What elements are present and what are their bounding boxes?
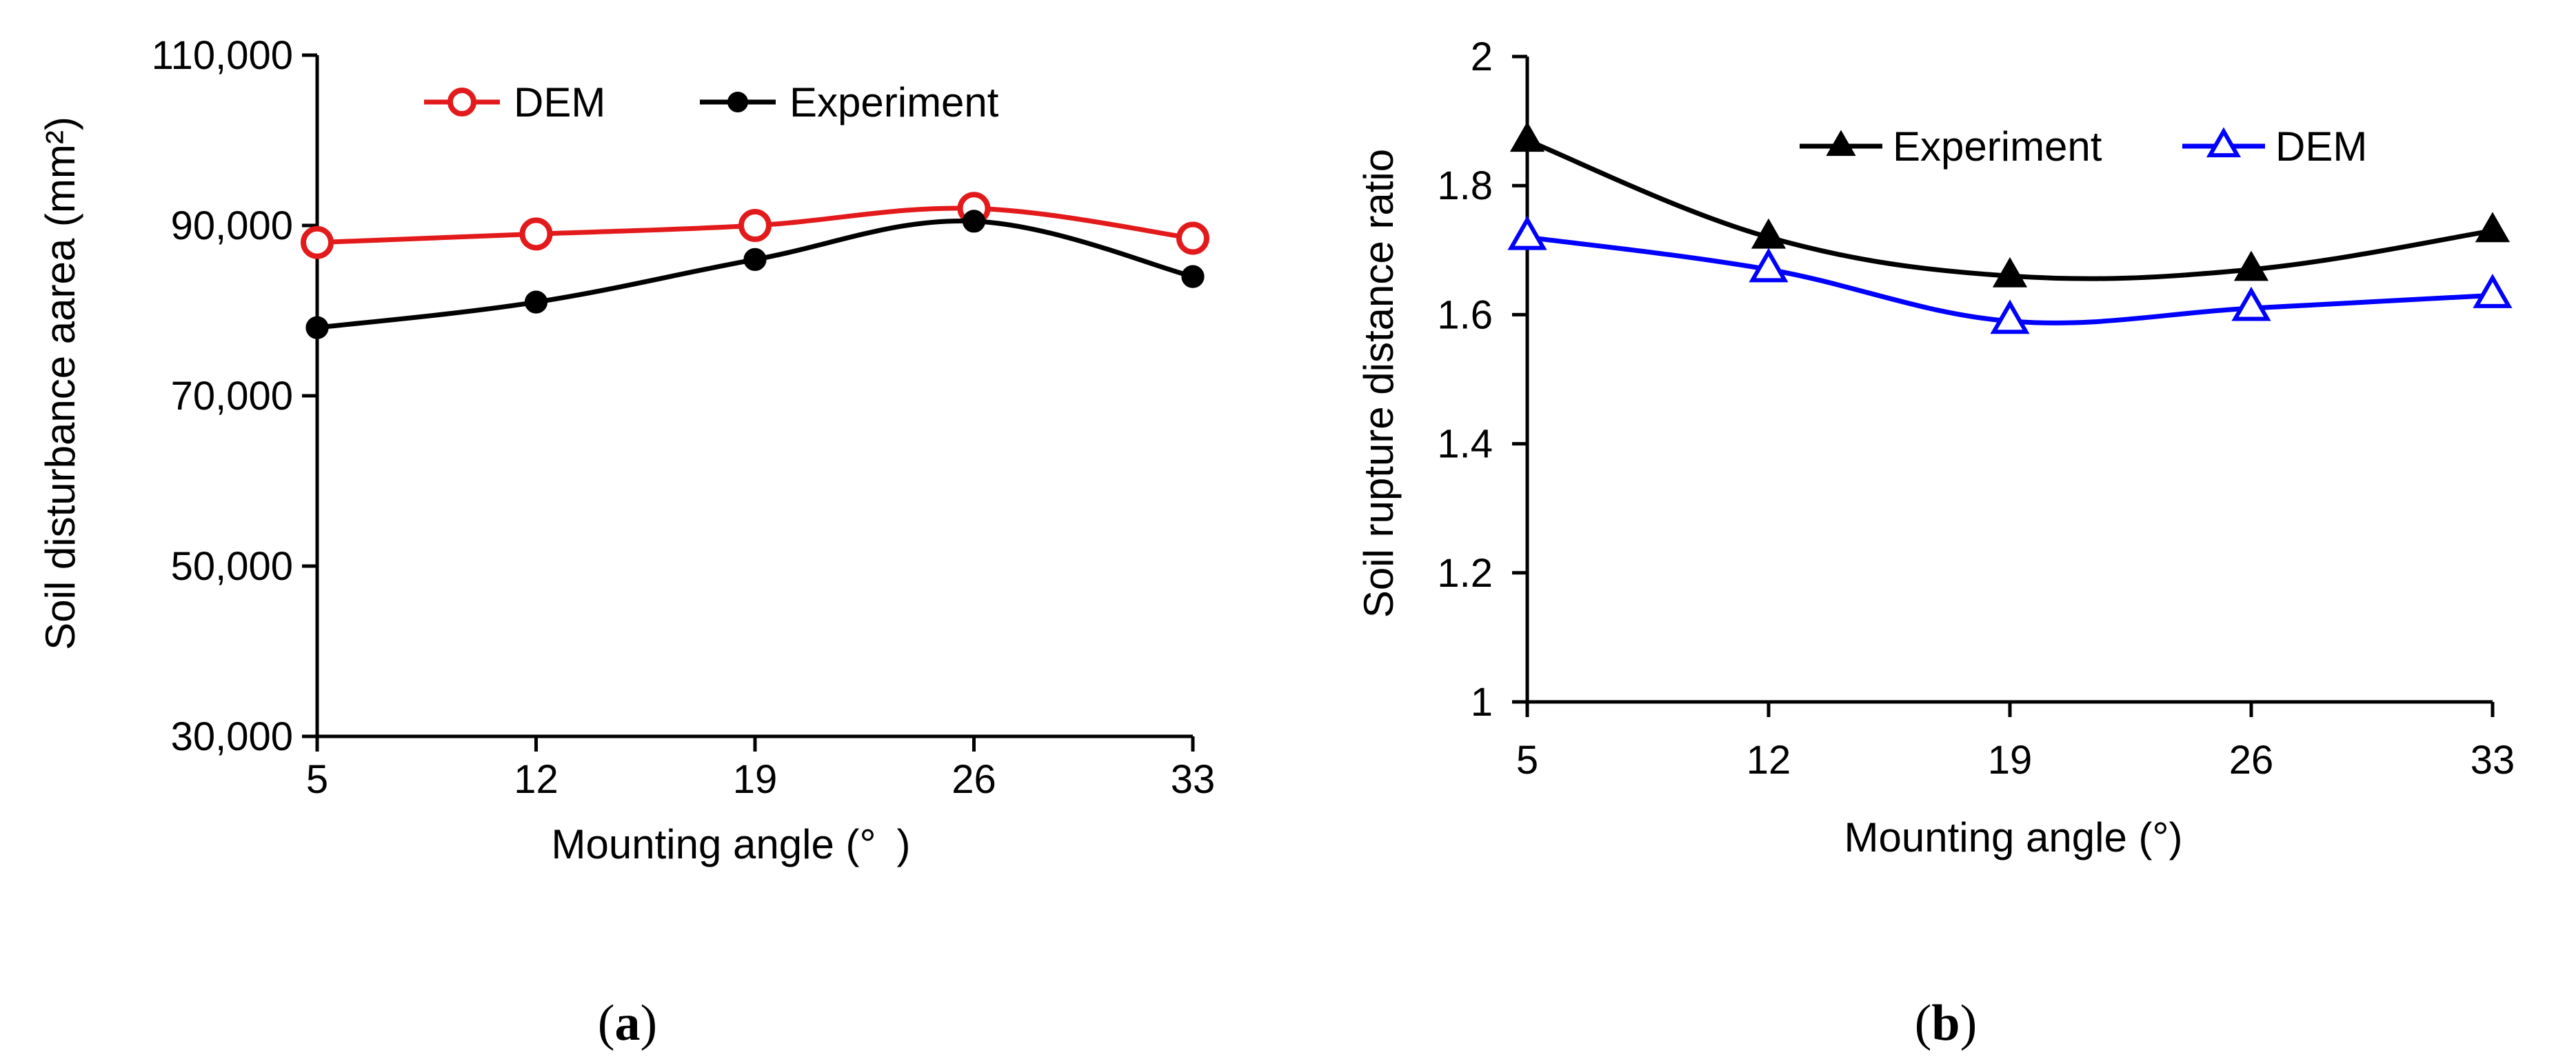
y-tick-label-a: 90,000 [171, 203, 293, 248]
y-tick-label-b: 1 [1471, 680, 1493, 725]
y-axis-title-b: Soil rupture distance ratio [1356, 149, 1402, 618]
legend-label-dem-a: DEM [514, 79, 605, 125]
y-tick-label-a: 30,000 [171, 714, 293, 759]
x-tick-label-a: 19 [733, 757, 778, 802]
chart-panel-b: Soil rupture distance ratio Mounting ang… [1356, 34, 2515, 1051]
y-tick-label-a: 110,000 [152, 33, 293, 78]
data-point-experiment-a [962, 210, 986, 233]
data-point-experiment-a [743, 248, 767, 271]
legend-label-experiment-a: Experiment [789, 79, 999, 125]
data-point-experiment-a [524, 290, 548, 314]
legend-marker-experiment-a [727, 92, 748, 112]
panel-caption-b: (b) [1915, 995, 1977, 1051]
data-point-dem-a [519, 217, 553, 251]
legend-label-experiment-b: Experiment [1893, 123, 2102, 170]
x-tick-label-b: 5 [1516, 738, 1538, 783]
data-point-dem-b [1990, 299, 2030, 334]
x-axis-title-a: Mounting angle (° ) [552, 821, 911, 867]
data-point-dem-a [1176, 221, 1209, 255]
y-tick-label-b: 1.2 [1437, 551, 1493, 596]
x-tick-label-b: 33 [2471, 738, 2515, 783]
x-tick-label-b: 12 [1747, 738, 1791, 783]
data-point-experiment-a [1181, 265, 1205, 288]
legend-marker-experiment-b [1826, 130, 1856, 157]
data-point-experiment-b [1992, 256, 2028, 288]
x-tick-label-a: 33 [1171, 757, 1216, 802]
y-tick-label-b: 2 [1471, 34, 1493, 79]
data-point-dem-a [301, 225, 334, 259]
data-point-dem-b [1749, 248, 1789, 283]
y-tick-label-b: 1.6 [1437, 292, 1493, 337]
data-point-experiment-a [305, 316, 329, 339]
x-tick-label-a: 26 [952, 757, 996, 802]
chart-panel-a: Soil disturbance aarea (mm²) Mounting an… [37, 33, 1215, 1051]
x-tick-label-a: 12 [514, 757, 559, 802]
y-tick-label-a: 70,000 [171, 374, 293, 419]
legend-label-dem-b: DEM [2275, 123, 2367, 170]
y-tick-label-a: 50,000 [171, 544, 293, 589]
data-point-experiment-b [2233, 250, 2269, 281]
y-axis-title-a: Soil disturbance aarea (mm²) [37, 117, 83, 650]
data-point-dem-b [1507, 215, 1547, 250]
data-point-experiment-b [1509, 121, 1545, 152]
x-tick-label-a: 5 [306, 757, 328, 802]
y-tick-label-b: 1.4 [1437, 422, 1493, 467]
x-axis-title-b: Mounting angle (°) [1844, 814, 2183, 860]
x-tick-label-b: 26 [2229, 738, 2274, 783]
x-tick-label-b: 19 [1988, 738, 2033, 783]
panel-caption-a: (a) [598, 995, 657, 1051]
legend-marker-dem-b [2206, 127, 2242, 158]
data-point-dem-a [738, 209, 772, 242]
data-point-experiment-b [2475, 212, 2510, 243]
y-tick-label-b: 1.8 [1437, 163, 1493, 208]
data-point-dem-b [2473, 273, 2513, 308]
data-point-dem-b [2231, 286, 2271, 321]
legend-marker-dem-a [447, 88, 476, 117]
